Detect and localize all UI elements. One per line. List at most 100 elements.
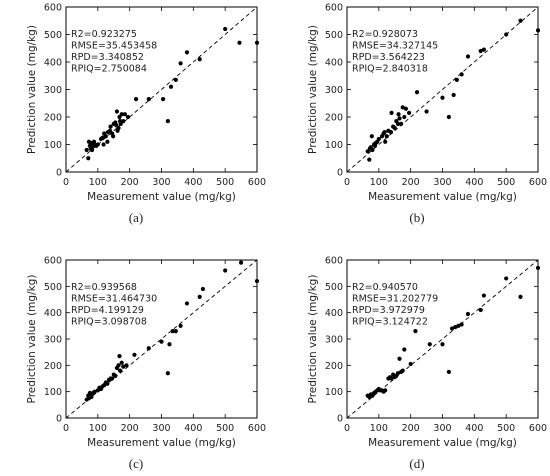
data-point: [105, 381, 110, 386]
reference-line: [65, 259, 258, 419]
data-point: [146, 346, 151, 351]
data-point: [237, 40, 242, 45]
data-point: [223, 26, 228, 32]
data-point: [465, 311, 471, 317]
x-axis-label: Measurement value (mg/kg): [368, 191, 517, 203]
y-tick-label: 0: [337, 168, 343, 179]
x-tick-label: 200: [402, 177, 420, 188]
data-point: [465, 54, 471, 59]
data-point: [101, 142, 106, 147]
x-tick-label: 600: [248, 177, 266, 188]
stat-annotation: R2=0.940570: [352, 282, 418, 293]
data-point: [108, 124, 113, 129]
data-point: [197, 294, 202, 299]
data-point: [121, 119, 126, 124]
reference-line: [346, 259, 539, 419]
data-point: [440, 95, 445, 100]
data-point: [402, 347, 407, 352]
x-tick-label: 200: [121, 423, 139, 434]
x-tick-label: 300: [433, 423, 451, 434]
plot-frame: [65, 259, 258, 419]
y-tick-label: 300: [44, 335, 62, 346]
x-tick-label: 600: [529, 177, 547, 188]
x-tick-label: 100: [370, 177, 388, 188]
data-point: [178, 323, 183, 328]
data-point: [117, 354, 122, 359]
panel-label: (c): [129, 456, 143, 471]
x-tick-label: 100: [89, 423, 107, 434]
data-point: [173, 329, 178, 334]
data-point: [446, 369, 451, 375]
stat-annotation: RPD=4.199129: [71, 305, 144, 316]
x-tick-label: 400: [184, 423, 202, 434]
y-tick-label: 500: [44, 30, 62, 41]
data-point: [86, 156, 91, 161]
data-point: [238, 260, 244, 265]
panel-3: 00 100 100 200 200 300 300 400 400 500 500 600 600 R2…: [26, 256, 266, 472]
x-tick-label: 500: [216, 177, 234, 188]
data-point: [518, 18, 523, 23]
data-point: [440, 342, 445, 347]
y-axis-label: Prediction value (mg/kg): [26, 25, 38, 154]
y-tick-label: 100: [44, 387, 62, 398]
data-point: [167, 342, 172, 347]
data-point: [146, 97, 151, 102]
stat-annotation: RMSE=35.453458: [71, 41, 157, 52]
y-axis-label: Prediction value (mg/kg): [307, 275, 319, 404]
data-point: [184, 301, 190, 306]
data-point: [132, 352, 137, 357]
data-point: [223, 268, 228, 273]
data-point: [89, 394, 94, 400]
y-tick-label: 400: [325, 58, 343, 69]
data-point: [478, 307, 483, 313]
data-point: [133, 97, 139, 102]
y-tick-label: 600: [44, 3, 62, 14]
x-tick-label: 0: [63, 177, 69, 188]
data-point: [414, 90, 420, 95]
data-point: [165, 371, 170, 376]
data-point: [111, 134, 116, 139]
data-point: [389, 376, 394, 381]
data-point: [383, 139, 388, 144]
x-axis-label: Measurement value (mg/kg): [87, 437, 236, 449]
data-point: [110, 376, 115, 381]
data-point: [400, 368, 405, 373]
y-tick-label: 200: [325, 113, 343, 124]
x-tick-label: 500: [497, 177, 515, 188]
data-point: [384, 134, 389, 139]
data-point: [159, 339, 164, 344]
data-point: [382, 130, 387, 135]
data-point: [481, 47, 486, 52]
data-point: [453, 325, 458, 330]
data-point: [90, 147, 95, 153]
data-point: [406, 110, 412, 115]
panel-label: (b): [409, 210, 424, 225]
stat-annotation: RPIQ=3.098708: [71, 317, 147, 328]
stat-annotation: R2=0.928073: [352, 29, 418, 40]
data-point: [118, 368, 123, 373]
data-point: [424, 109, 429, 114]
data-point: [383, 388, 388, 393]
data-point: [451, 92, 456, 98]
panel-1: 00 100 100 200 200 300 300 400 400 500 500 600 600 R2…: [26, 3, 266, 226]
data-point: [397, 356, 402, 361]
data-point: [456, 323, 461, 328]
panel-label: (a): [129, 210, 143, 225]
data-point: [413, 329, 418, 334]
stat-annotation: RPD=3.972979: [352, 305, 425, 316]
x-tick-label: 100: [89, 177, 107, 188]
data-point: [396, 112, 401, 117]
y-axis-label: Prediction value (mg/kg): [26, 275, 38, 404]
data-point: [113, 373, 118, 378]
panel-2: 00 100 100 200 200 300 300 400 400 500 500 600 600 R2…: [307, 3, 547, 226]
data-point: [118, 121, 123, 126]
plot-frame: [65, 6, 258, 173]
data-point: [122, 112, 127, 117]
x-axis-label: Measurement value (mg/kg): [87, 191, 236, 203]
data-point: [449, 326, 455, 331]
stat-annotation: R2=0.939568: [71, 282, 137, 293]
x-tick-label: 400: [184, 177, 202, 188]
stat-annotation: RMSE=34.327145: [352, 41, 438, 52]
x-tick-label: 600: [529, 423, 547, 434]
data-point: [119, 360, 124, 365]
